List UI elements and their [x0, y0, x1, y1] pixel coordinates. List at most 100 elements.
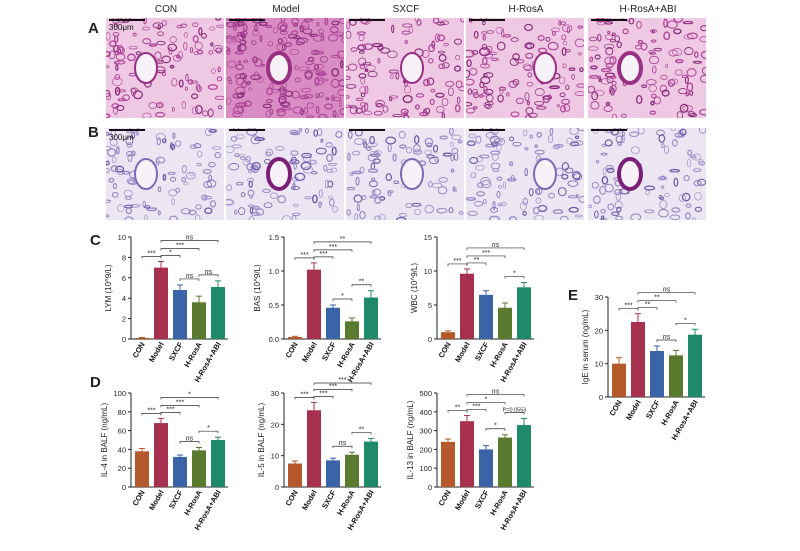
il4-y-tick-label: 80 [118, 408, 126, 417]
il13-y-tick-label: 0 [428, 483, 432, 492]
bas-y-tick-label: 0.5 [269, 301, 279, 310]
ige-y-tick-label: 30 [595, 293, 603, 302]
il13-y-tick-label: 300 [419, 427, 432, 436]
panel-letter-d: D [90, 374, 101, 391]
il5-sig-label: *** [329, 383, 337, 390]
wbc-y-tick-label: 15 [424, 233, 432, 242]
il13-sig-bracket [485, 428, 506, 431]
wbc-y-axis-label: WBC (10^9/L) [410, 263, 419, 313]
bas-sig-label: *** [300, 252, 308, 259]
panel-letter-a: A [88, 20, 99, 37]
bas-y-axis-label: BAS (10^9/L) [253, 264, 262, 312]
ige-sig-bracket [618, 308, 639, 311]
ige-y-axis-label: IgE in serum (ng/mL) [581, 309, 590, 384]
il4-x-tick-label: H-RosA [182, 488, 204, 517]
ige-sig-label: ** [654, 295, 660, 302]
scale-bar-label: 300μm [109, 23, 134, 32]
bas-bar-2 [307, 269, 321, 339]
il4-sig-label: * [207, 425, 210, 432]
scale-bar [349, 129, 385, 131]
ige-x-tick-label: SXCF [644, 398, 662, 420]
wbc-x-tick-label: CON [437, 341, 453, 360]
bas-x-tick-label: H-RosA+ABI [346, 341, 376, 384]
lym-y-tick-label: 8 [122, 253, 126, 262]
wbc-sig-bracket [466, 247, 525, 250]
bas-x-tick-label: CON [284, 341, 300, 360]
il4-y-tick-label: 20 [118, 464, 126, 473]
il5-bar-4 [345, 454, 359, 487]
histology-image-b-1: 300μm [106, 128, 224, 220]
il5-y-tick-label: 30 [271, 389, 279, 398]
bas-x-tick-label: SXCF [320, 340, 338, 362]
histology-image-a-2 [226, 18, 344, 118]
bas-y-tick-label: 1.0 [269, 267, 279, 276]
column-label-model: Model [272, 4, 300, 15]
wbc-sig-bracket [466, 255, 506, 258]
il13-sig-label: * [494, 423, 497, 430]
ige-bar-1 [612, 363, 626, 397]
bas-bar-1 [288, 336, 302, 339]
lym-sig-bracket [198, 274, 219, 277]
wbc-bar-1 [441, 332, 455, 339]
il4-sig-bracket [160, 405, 200, 408]
il5-y-tick-label: 20 [271, 420, 279, 429]
lym-sig-label: ns [186, 273, 194, 280]
scale-bar [109, 19, 145, 21]
ige-y-tick-label: 20 [595, 326, 603, 335]
ige-y-tick-label: 0 [599, 393, 603, 402]
lym-bar-3 [173, 290, 187, 339]
il13-sig-bracket [447, 410, 468, 413]
scale-bar [469, 19, 505, 21]
il13-sig-label: ns [492, 389, 500, 396]
il5-y-tick-label: 10 [271, 452, 279, 461]
il4-sig-bracket [141, 413, 162, 416]
ige-bar-2 [631, 322, 645, 397]
il4-sig-label: ns [186, 436, 194, 443]
ige-bar-5 [688, 334, 702, 397]
il13-bar-4 [498, 437, 512, 487]
lym-sig-bracket [160, 255, 181, 258]
wbc-x-tick-label: Model [453, 341, 472, 364]
ige-sig-bracket [637, 300, 677, 303]
il5-x-tick-label: H-RosA [335, 488, 357, 517]
bas-sig-bracket [294, 257, 315, 260]
lym-sig-label: *** [176, 242, 184, 249]
il4-x-tick-label: CON [131, 489, 147, 508]
bas-x-tick-label: Model [300, 341, 319, 364]
il13-bar-1 [441, 441, 455, 487]
il13-sig-label: P=0.0553 [503, 407, 527, 413]
il4-bar-3 [173, 456, 187, 487]
scale-bar [229, 129, 265, 131]
lym-sig-label: * [169, 249, 172, 256]
lym-sig-label: ns [186, 234, 194, 241]
wbc-sig-bracket [447, 263, 468, 266]
il13-y-tick-label: 500 [419, 389, 432, 398]
wbc-x-tick-label: SXCF [473, 340, 491, 362]
ige-sig-bracket [637, 307, 658, 310]
il4-sig-bracket [160, 412, 181, 415]
histology-image-b-3 [346, 128, 464, 220]
il5-bar-3 [326, 460, 340, 487]
panel-letter-b: B [88, 124, 99, 141]
bas-sig-label: ** [359, 279, 365, 286]
il13-sig-label: * [485, 397, 488, 404]
il4-sig-label: * [188, 391, 191, 398]
lym-x-tick-label: SXCF [167, 340, 185, 362]
il13-bar-5 [517, 424, 531, 487]
wbc-sig-label: ns [492, 242, 500, 249]
il13-y-tick-label: 400 [419, 408, 432, 417]
il13-sig-bracket [504, 412, 525, 415]
il4-sig-label: *** [176, 399, 184, 406]
il5-sig-label: ** [359, 426, 365, 433]
lym-sig-bracket [141, 256, 162, 259]
ige-bar-3 [650, 351, 664, 397]
bas-y-tick-label: 0.0 [269, 335, 279, 344]
lym-x-tick-label: Model [147, 341, 166, 364]
bas-sig-label: *** [329, 244, 337, 251]
column-label-sxcf: SXCF [392, 4, 420, 15]
il5-sig-label: *** [319, 390, 327, 397]
il4-sig-label: *** [147, 407, 155, 414]
lym-y-tick-label: 6 [122, 274, 126, 283]
il5-x-tick-label: H-RosA+ABI [346, 489, 376, 532]
il5-sig-bracket [332, 445, 353, 449]
